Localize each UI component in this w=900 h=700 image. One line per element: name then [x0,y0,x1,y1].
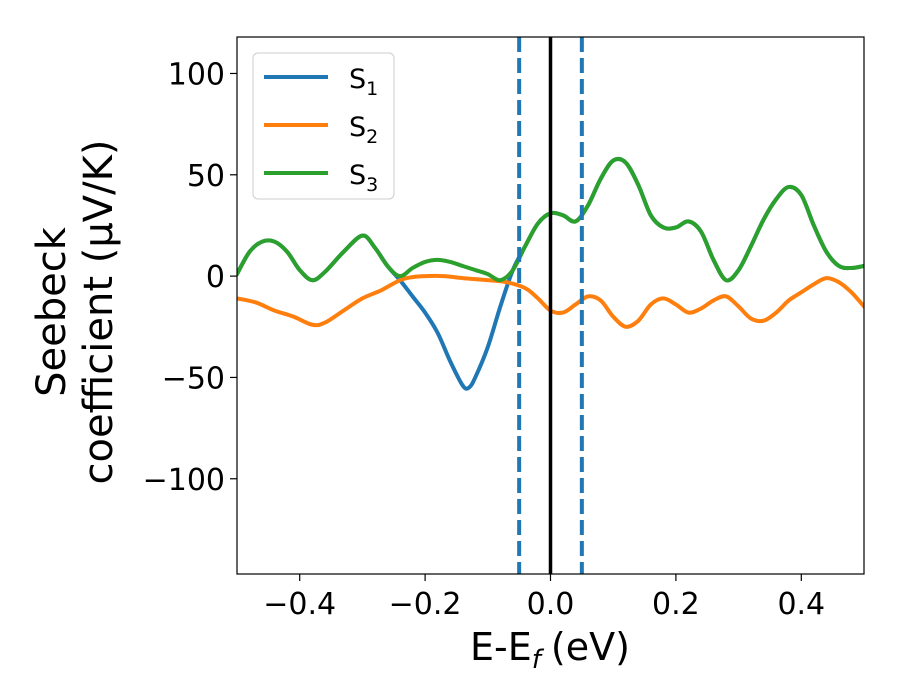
y-tick-label: −100 [143,463,225,498]
legend-label-s3-name: S [349,160,366,191]
legend-entry-s1: S1 [264,64,378,100]
y-tick-label: −50 [162,361,225,396]
legend-label-s2-sub: 2 [366,126,378,148]
y-axis-label: Seebeck coefficient (μV/K) [29,140,122,485]
y-tick-label: 100 [168,57,225,92]
legend-label-s3: S3 [349,160,378,196]
y-axis-label-line1: Seebeck [29,226,75,397]
x-tick-label: 0.2 [652,587,700,622]
legend-label-s2: S2 [349,112,378,148]
series-line-s3 [237,156,864,283]
x-axis-label: E-Ef (eV) [470,625,630,675]
x-axis-ticks: −0.4 −0.2 0.0 0.2 0.4 [263,574,825,622]
y-tick-label: 50 [187,159,225,194]
y-axis-ticks: 100 50 0 −50 −100 [143,57,237,498]
legend-label-s1-sub: 1 [366,78,378,100]
legend-entry-s2: S2 [264,112,378,148]
series-line-s2 [237,273,864,329]
legend: S1 S2 S3 [252,52,395,200]
legend-label-s1-name: S [349,64,366,95]
legend-label-s2-name: S [349,112,366,143]
x-tick-label: 0.4 [777,587,825,622]
y-axis-label-line2: coefficient (μV/K) [76,140,122,485]
y-tick-label: 0 [206,260,225,295]
legend-label-s1: S1 [349,64,378,100]
x-axis-label-main: E-E [470,625,532,669]
reference-lines [517,37,584,574]
x-tick-label: 0.0 [527,587,575,622]
x-tick-label: −0.4 [263,587,336,622]
x-axis-label-unit: (eV) [551,625,630,669]
x-axis-label-sub: f [532,645,545,675]
legend-entry-s3: S3 [264,160,378,196]
x-tick-label: −0.2 [389,587,462,622]
legend-label-s3-sub: 3 [366,174,378,196]
